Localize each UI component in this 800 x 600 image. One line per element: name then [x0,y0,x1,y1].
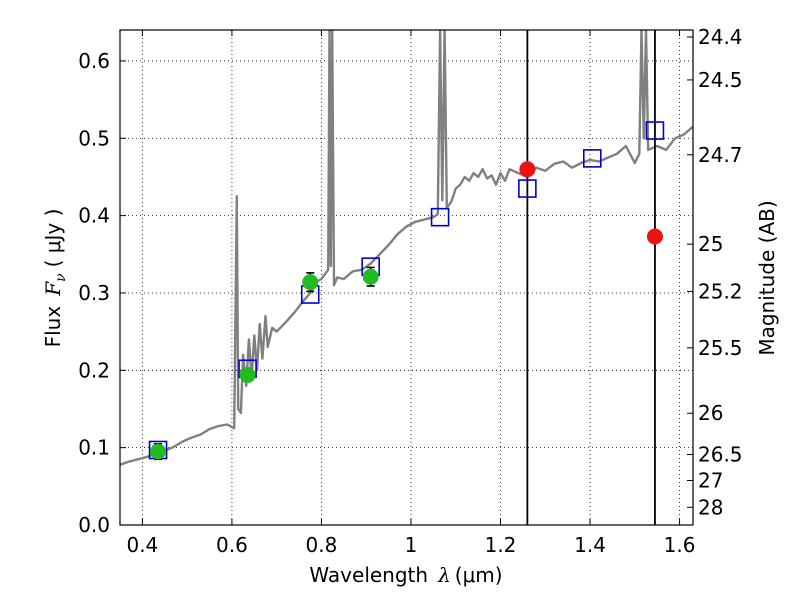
magnitude-tick-label: 26.5 [698,442,743,466]
y-axis-title-unit: ( μJy ) [41,209,65,268]
plot-frame [119,29,694,526]
x-tick-label: 0.6 [216,533,248,557]
x-axis-ticks: 0.4 0.6 0.8 1 1.2 1.4 1.6 [126,30,695,557]
x-tick-label: 1.4 [574,533,606,557]
observed-point-green [150,443,167,460]
x-tick-label: 1.2 [485,533,517,557]
model-spectrum [120,30,693,466]
observed-point-green [239,366,256,383]
y-axis-title-subscript: ν [53,273,69,282]
y-tick-label: 0.2 [78,358,110,382]
magnitude-tick-label: 26 [698,401,723,425]
x-axis-title-prefix: Wavelength [309,563,428,587]
x-tick-label: 0.8 [306,533,338,557]
observed-point-red [519,161,536,178]
magnitude-tick-label: 24.4 [698,25,743,49]
y-tick-label: 0.1 [78,436,110,460]
y-axis-title-symbol: F [41,281,65,297]
x-axis-title: Wavelength λ (μm) [309,563,502,587]
y-tick-label: 0.3 [78,281,110,305]
y-axis-title: Flux Fν ( μJy ) [41,209,69,348]
magnitude-tick-label: 24.5 [698,68,743,92]
observed-point-red [646,228,663,245]
magnitude-tick-label: 25.5 [698,336,743,360]
magnitude-tick-label: 25 [698,232,723,256]
photometry-markers [148,121,665,461]
x-axis-title-symbol: λ [437,563,451,587]
magnitude-axis-ticks: 24.4 24.5 24.7 25 25.2 25.5 26 26.527 28 [687,25,743,519]
x-tick-label: 0.4 [126,533,158,557]
y-tick-label: 0.4 [78,204,110,228]
vertical-lines [526,30,656,525]
y-axis-title-prefix: Flux [41,306,65,348]
model-photometry-square [430,207,450,227]
x-tick-label: 1.6 [664,533,696,557]
x-axis-title-unit: (μm) [455,563,503,587]
model-photometry-square [645,121,665,140]
observed-point-green [362,268,379,285]
magnitude-tick-label: 25.2 [698,279,743,303]
y-tick-label: 0.5 [78,126,110,150]
magnitude-tick-label: 24.7 [698,143,743,167]
observed-point-green [302,274,319,291]
y-axis-ticks: 0.0 0.1 0.2 0.3 0.4 0.5 0.6 [78,49,126,537]
magnitude-tick-label: 27 [698,468,723,492]
magnitude-tick-label: 28 [698,495,723,519]
y-tick-label: 0.6 [78,49,110,73]
y-tick-label: 0.0 [78,513,110,537]
grid [120,30,693,526]
model-photometry-square [518,179,537,198]
spectrum-line [120,30,693,466]
model-photometry-square [582,149,602,168]
y2-axis-title: Magnitude (AB) [755,200,779,355]
x-tick-label: 1 [405,533,418,557]
